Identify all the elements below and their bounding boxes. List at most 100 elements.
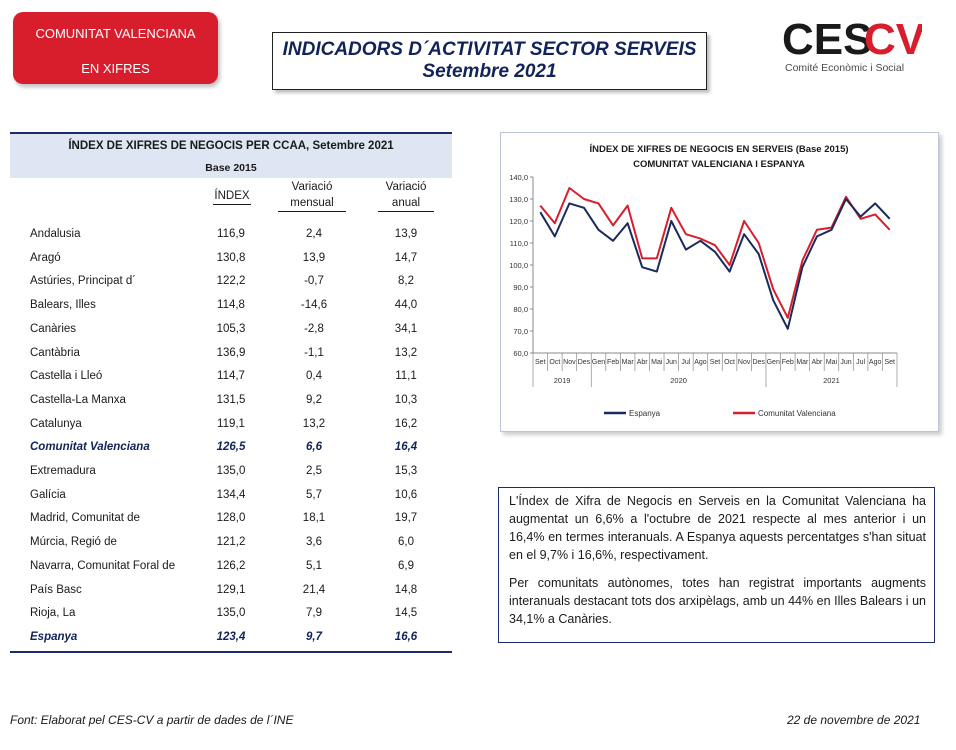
table-row: Castella-La Manxa 131,5 9,2 10,3 <box>10 390 452 414</box>
x-tick-label: Mar <box>796 359 809 366</box>
footer-date: 22 de novembre de 2021 <box>787 713 921 727</box>
line-chart: ÍNDEX DE XIFRES DE NEGOCIS EN SERVEIS (B… <box>509 144 898 418</box>
row-annual: 13,2 <box>394 346 418 359</box>
table-header: ÍNDEX DE XIFRES DE NEGOCIS PER CCAA, Set… <box>10 132 452 178</box>
y-tick-label: 90,0 <box>513 283 528 292</box>
x-tick-label: Feb <box>607 359 619 366</box>
row-index: 126,5 <box>216 441 246 454</box>
x-tick-label: Oct <box>724 359 735 366</box>
legend-label-espanya: Espanya <box>629 409 661 418</box>
row-name: Navarra, Comunitat Foral de <box>30 559 176 572</box>
row-annual: 14,7 <box>394 251 418 264</box>
table-row: Navarra, Comunitat Foral de 126,2 5,1 6,9 <box>10 556 452 580</box>
row-annual: 11,1 <box>395 370 417 383</box>
chart-subtitle: COMUNITAT VALENCIANA I ESPANYA <box>633 159 805 170</box>
x-tick-label: Set <box>710 359 721 366</box>
row-annual: 34,1 <box>394 322 418 335</box>
row-name: Cantàbria <box>30 346 80 359</box>
row-monthly: 0,4 <box>306 370 322 383</box>
row-monthly: 21,4 <box>302 583 326 596</box>
row-monthly: -0,7 <box>304 275 324 288</box>
badge-line-2: EN XIFRES <box>81 61 150 76</box>
row-monthly: 9,7 <box>306 630 322 643</box>
x-tick-label: Set <box>535 359 546 366</box>
row-monthly: 3,6 <box>306 536 322 549</box>
x-tick-label: Ago <box>694 359 707 366</box>
row-annual: 14,5 <box>394 607 418 620</box>
row-index: 128,0 <box>216 512 246 525</box>
x-tick-label: Mar <box>622 359 635 366</box>
x-tick-label: Jun <box>666 359 677 366</box>
row-name: Espanya <box>30 630 78 643</box>
logo-subtitle: Comité Econòmic i Social <box>785 62 905 74</box>
x-tick-label: Jul <box>856 359 865 366</box>
row-monthly: 2,5 <box>306 465 322 477</box>
row-name: Extremadura <box>30 465 96 477</box>
row-index: 135,0 <box>216 607 246 620</box>
x-tick-label: Set <box>884 359 895 366</box>
row-annual: 10,6 <box>394 488 418 501</box>
region-badge: COMUNITAT VALENCIANA EN XIFRES <box>13 12 218 84</box>
x-tick-label: Nov <box>738 359 751 366</box>
x-tick-label: Abr <box>811 359 823 366</box>
x-tick-label: Feb <box>782 359 794 366</box>
table-row: País Basc 129,1 21,4 14,8 <box>10 580 452 604</box>
row-annual: 14,8 <box>394 583 418 596</box>
table-row: Catalunya 119,1 13,2 16,2 <box>10 414 452 438</box>
x-tick-label: Jul <box>681 359 690 366</box>
report-title: INDICADORS D´ACTIVITAT SECTOR SERVEIS Se… <box>272 32 707 90</box>
table-row: Castella i Lleó 114,7 0,4 11,1 <box>10 366 452 390</box>
y-tick-label: 60,0 <box>513 349 528 358</box>
row-annual: 16,2 <box>394 417 418 430</box>
x-tick-label: Gen <box>592 359 605 366</box>
report-title-line-1: INDICADORS D´ACTIVITAT SECTOR SERVEIS <box>282 39 697 60</box>
row-index: 134,4 <box>216 488 246 501</box>
row-annual: 15,3 <box>394 465 418 477</box>
row-index: 131,5 <box>216 393 246 406</box>
badge-line-1: COMUNITAT VALENCIANA <box>35 26 196 41</box>
row-name: Castella-La Manxa <box>30 393 126 406</box>
table-row: Astúries, Principat d´ 122,2 -0,7 8,2 <box>10 271 452 295</box>
row-index: 126,2 <box>216 559 246 572</box>
row-name: Catalunya <box>30 417 82 430</box>
commentary-box: L'Índex de Xifra de Negocis en Serveis e… <box>498 487 935 643</box>
year-label: 2021 <box>823 376 840 385</box>
row-annual: 8,2 <box>398 275 414 288</box>
row-monthly: -14,6 <box>300 299 328 312</box>
row-annual: 44,0 <box>394 299 418 312</box>
table-row: Canàries 105,3 -2,8 34,1 <box>10 319 452 343</box>
table-row: Cantàbria 136,9 -1,1 13,2 <box>10 343 452 367</box>
row-monthly: 18,1 <box>302 512 326 525</box>
row-name: Aragó <box>30 251 61 264</box>
row-monthly: -1,1 <box>304 346 324 359</box>
row-name: Múrcia, Regió de <box>30 536 117 549</box>
table-row: Balears, Illes 114,8 -14,6 44,0 <box>10 295 452 319</box>
x-tick-label: Ago <box>869 359 882 366</box>
row-name: Madrid, Comunitat de <box>30 512 140 525</box>
row-monthly: 5,1 <box>306 559 322 572</box>
y-tick-label: 80,0 <box>513 305 528 314</box>
column-header-index: ÍNDEX <box>213 188 251 205</box>
year-label: 2020 <box>670 376 687 385</box>
table-row: Comunitat Valenciana 126,5 6,6 16,4 <box>10 437 452 461</box>
row-index: 135,0 <box>216 465 246 477</box>
x-tick-label: Nov <box>563 359 576 366</box>
row-name: Balears, Illes <box>30 299 96 312</box>
cescv-logo: CES CV Comité Econòmic i Social <box>782 12 922 74</box>
row-name: Astúries, Principat d´ <box>30 275 137 288</box>
row-name: Canàries <box>30 322 77 335</box>
y-tick-label: 130,0 <box>509 195 528 204</box>
row-name: Andalusia <box>30 228 81 240</box>
row-monthly: 7,9 <box>306 607 322 620</box>
table-bottom-rule <box>10 651 452 653</box>
row-annual: 6,9 <box>398 559 414 572</box>
row-index: 130,8 <box>216 251 246 264</box>
table-row: Múrcia, Regió de 121,2 3,6 6,0 <box>10 532 452 556</box>
row-annual: 10,3 <box>394 393 418 406</box>
row-annual: 19,7 <box>394 512 418 525</box>
table-subtitle: Base 2015 <box>205 162 257 174</box>
x-tick-label: Mai <box>651 359 663 366</box>
x-tick-label: Abr <box>637 359 649 366</box>
row-index: 121,2 <box>216 536 246 549</box>
row-annual: 16,4 <box>394 441 418 454</box>
